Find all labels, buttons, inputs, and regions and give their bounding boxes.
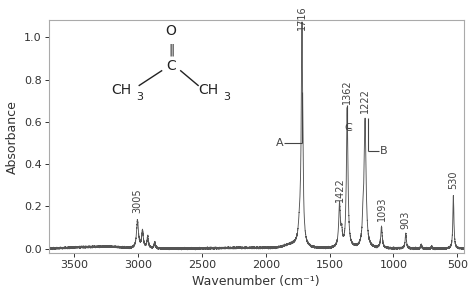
Text: 1716: 1716 <box>297 6 307 31</box>
X-axis label: Wavenumber (cm⁻¹): Wavenumber (cm⁻¹) <box>192 275 320 288</box>
Text: ‖: ‖ <box>168 43 174 56</box>
Text: 903: 903 <box>401 211 411 229</box>
Text: 530: 530 <box>448 171 458 189</box>
Text: A: A <box>276 138 283 148</box>
Text: C: C <box>166 59 176 73</box>
Text: CH: CH <box>199 83 219 97</box>
Text: 3: 3 <box>137 92 144 102</box>
Text: C: C <box>345 123 353 133</box>
Y-axis label: Absorbance: Absorbance <box>6 100 18 173</box>
Text: 3: 3 <box>224 92 231 102</box>
Text: 1222: 1222 <box>360 88 370 113</box>
Text: 1362: 1362 <box>342 80 352 104</box>
Text: 3005: 3005 <box>133 189 143 213</box>
Text: O: O <box>166 24 177 38</box>
Text: 1422: 1422 <box>335 177 345 202</box>
Text: B: B <box>380 146 388 156</box>
Text: CH: CH <box>111 83 131 97</box>
Text: 1093: 1093 <box>376 196 386 221</box>
